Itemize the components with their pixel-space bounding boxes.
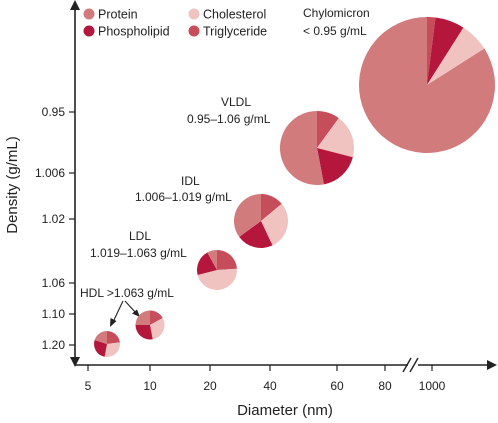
label-chylomicron-name: Chylomicron [303,6,370,20]
pie-slice-phospholipid [135,325,153,340]
x-axis-break [402,357,419,373]
pie-idl [234,194,288,248]
label-idl-density: 1.006–1.019 g/mL [135,190,232,204]
pie-slice-triglyceride [217,250,237,270]
y-axis-arrow [70,0,80,10]
pie-slice-protein [234,194,261,237]
x-axis-arrow [487,360,497,370]
label-ldl-density: 1.019–1.063 g/mL [90,246,187,260]
pie-slice-cholesterol [427,27,485,85]
x-tick-label: 80 [378,379,392,393]
y-axis-title: Density (g/mL) [4,136,21,234]
x-tick-label: 5 [85,379,92,393]
legend-swatch-cholesterol [188,8,200,20]
legend-label-phospholipid: Phospholipid [98,25,170,39]
label-chylomicron-density: < 0.95 g/mL [303,24,367,38]
label-ldl-name: LDL [129,229,151,243]
pie-slice-cholesterol [317,118,355,158]
label-vldl-density: 0.95–1.06 g/mL [187,112,271,126]
y-axis-bottom-arrow [70,357,80,367]
pie-vldl [279,110,355,185]
pie-slice-triglyceride [261,194,282,221]
y-ticks: 0.95 1.006 1.02 1.06 1.10 1.20 [35,105,75,352]
pie-chylomicron [358,16,495,154]
legend: Protein Phospholipid Cholesterol Triglyc… [83,8,267,39]
pie-slice-triglyceride [317,111,339,148]
legend-label-protein: Protein [98,8,138,22]
pie-slice-protein [358,16,495,154]
pie-slice-phospholipid [427,17,464,85]
pie-slice-cholesterol [104,342,121,358]
x-tick-label: 1000 [419,379,446,393]
pie-slice-phospholipid [94,339,107,357]
pie-slice-protein [207,249,217,270]
pie-hdl-large [135,310,165,340]
legend-label-cholesterol: Cholesterol [203,8,266,22]
x-axis-title: Diameter (nm) [237,402,333,419]
pie-slice-cholesterol [261,203,288,246]
label-idl-name: IDL [181,174,200,188]
pie-slice-triglyceride [150,310,163,325]
pie-slice-cholesterol [197,268,237,290]
pie-slice-triglyceride [427,17,436,85]
pie-slice-phospholipid [197,252,217,275]
particle-pies [94,16,495,358]
pie-slice-protein [135,310,150,325]
y-tick-label: 1.06 [42,276,66,290]
legend-swatch-protein [83,8,95,20]
pie-ldl [197,249,237,290]
label-hdl: HDL >1.063 g/mL [80,286,174,300]
pie-slice-protein [94,331,107,344]
pie-hdl-small [94,331,121,358]
y-tick-label: 1.006 [35,166,65,180]
legend-label-triglyceride: Triglyceride [203,25,267,39]
x-tick-label: 10 [143,379,157,393]
y-tick-label: 1.20 [42,338,66,352]
x-tick-label: 20 [203,379,217,393]
y-tick-label: 1.02 [42,212,66,226]
y-tick-label: 1.10 [42,307,66,321]
legend-swatch-triglyceride [188,25,200,37]
legend-swatch-phospholipid [83,25,95,37]
hdl-pointer-arrows [110,300,140,327]
x-ticks: 5 10 20 40 60 80 1000 [85,365,446,393]
label-vldl-name: VLDL [221,95,251,109]
pie-slice-phospholipid [317,148,353,185]
pie-slice-phospholipid [239,221,273,248]
x-tick-label: 60 [330,379,344,393]
pie-slice-protein [279,110,324,185]
pie-slice-triglyceride [107,331,120,344]
x-tick-label: 40 [263,379,277,393]
y-tick-label: 0.95 [42,105,66,119]
pie-slice-cholesterol [150,318,165,340]
